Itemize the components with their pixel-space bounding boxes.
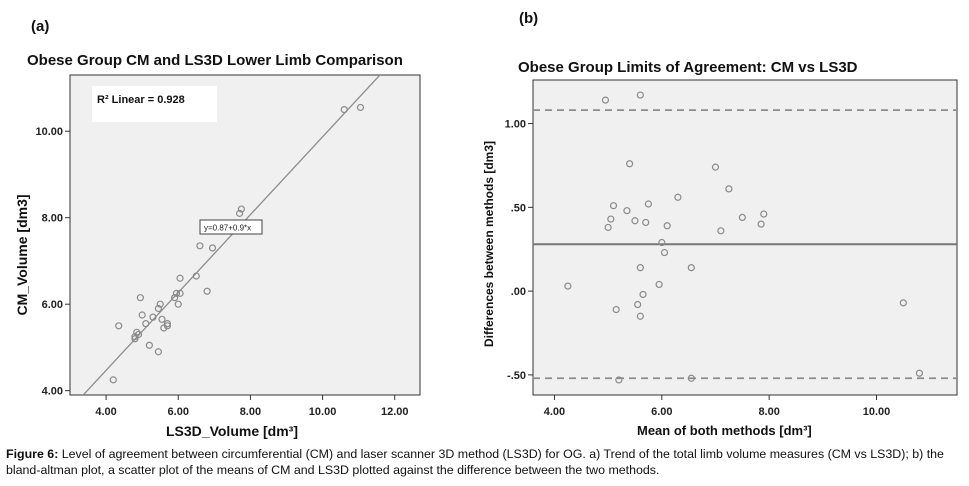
chart-a-title: Obese Group CM and LS3D Lower Limb Compa… [27,52,403,69]
data-point [636,312,644,320]
data-point [899,299,907,307]
data-point [644,200,652,208]
y-tick-label: .50 [511,202,526,214]
data-point [163,320,172,328]
data-point [639,290,647,299]
panel-b-label: (b) [519,10,539,27]
data-point [725,185,733,193]
y-tick-label: 1.00 [505,119,526,131]
fit-label: y=0.87+0.9*x [204,224,251,233]
caption-text: Level of agreement between circumferenti… [6,447,944,477]
data-point [674,193,682,201]
data-point [115,322,123,330]
data-point [203,287,211,295]
data-point [158,315,166,323]
data-point [208,244,217,252]
data-point [609,202,618,210]
data-point [192,272,200,280]
data-point [156,300,164,308]
data-point [131,333,139,341]
data-point [601,96,610,104]
data-point [149,313,157,321]
data-point [235,209,244,217]
data-point [636,91,644,99]
data-point [154,348,163,356]
data-point [174,300,182,308]
chart-b-x-axis-title: Mean of both methods [dm³] [637,423,812,438]
x-tick-label: 6.00 [168,406,189,418]
chart-b-title: Obese Group Limits of Agreement: CM vs L… [518,59,858,76]
data-point [612,305,620,314]
x-tick-label: 10.00 [863,406,891,418]
data-point [136,294,144,302]
data-point [642,218,650,227]
x-tick-label: 8.00 [240,406,261,418]
data-point [340,105,348,114]
y-tick-label: 4.00 [42,386,63,398]
data-point [142,320,150,328]
x-tick-label: 4.00 [544,406,565,418]
data-point [172,289,181,297]
data-point [631,217,639,225]
plot-area [69,74,421,396]
data-point [163,322,172,330]
data-point [738,213,746,221]
data-point [615,376,623,384]
x-tick-label: 8.00 [758,406,779,418]
data-point [760,210,768,218]
y-tick-label: .00 [511,286,526,298]
fit-label-box [199,219,263,235]
chart-a-x-axis-title: LS3D_Volume [dm³] [166,423,298,439]
data-point [636,264,644,272]
data-point [134,330,143,339]
figure-caption: Figure 6: Level of agreement between cir… [6,446,964,478]
data-point [196,242,204,250]
data-point [145,341,153,349]
panel-a-label: (a) [31,18,50,35]
data-point [176,289,184,297]
x-tick-label: 6.00 [651,406,672,418]
data-point [634,300,642,309]
data-point [564,282,572,290]
data-point [623,207,631,215]
x-tick-label: 10.00 [309,406,337,418]
data-point [154,304,163,313]
data-point [717,227,725,235]
data-point [658,238,666,247]
r2-label-box [92,86,217,122]
y-tick-label: 8.00 [42,213,63,225]
data-point [915,369,924,377]
data-point [160,324,168,332]
data-point [711,163,720,171]
data-point [131,335,139,343]
plot-area [532,79,958,396]
x-tick-label: 4.00 [95,406,116,418]
data-point [663,222,671,230]
data-point [138,311,146,319]
data-point [607,215,615,223]
data-point [176,274,184,282]
data-point [626,160,634,168]
data-point [109,376,117,384]
data-point [757,220,765,228]
y-tick-label: 6.00 [42,299,63,311]
data-point [356,103,365,112]
data-point [171,294,179,302]
y-tick-label: -.50 [507,370,526,382]
data-point [687,374,695,382]
data-point [687,264,695,272]
data-point [604,223,612,232]
caption-label: Figure 6: [6,447,59,461]
y-tick-label: 10.00 [35,126,63,138]
plot-content [533,91,957,384]
data-point [660,248,669,257]
data-point [237,205,245,213]
data-point [655,280,663,289]
r2-label: R² Linear = 0.928 [97,94,185,106]
x-tick-label: 12.00 [381,406,409,418]
data-point [133,328,141,336]
